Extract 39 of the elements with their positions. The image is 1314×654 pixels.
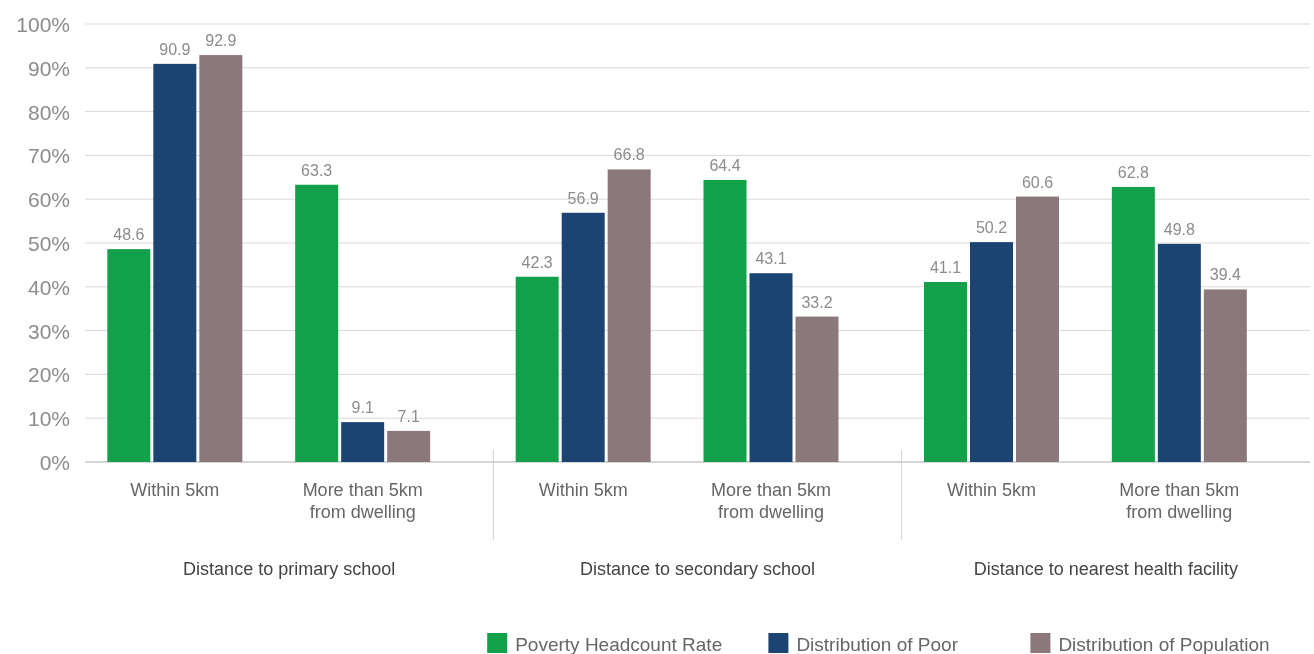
x-tick-label: More than 5km from dwelling [1119,480,1240,522]
data-label: 9.1 [351,399,374,417]
y-tick-label: 90% [27,56,70,80]
data-label: 90.9 [159,40,191,58]
data-label: 50.2 [975,219,1008,237]
legend-label: Distribution of Poor [796,634,959,654]
data-label: 48.6 [113,226,145,244]
x-tick-label: More than 5km from dwelling [710,480,832,522]
data-label: 41.1 [929,258,962,276]
data-label: 62.8 [1117,163,1150,181]
y-tick-label: 50% [27,232,70,255]
data-label: 33.2 [801,293,833,311]
text: Distance to nearest health facility [973,559,1238,579]
x-tick-label: Within 5km [538,480,628,500]
data-label: 7.1 [397,407,420,425]
y-tick-label: 100% [16,13,70,36]
data-label: 49.8 [1163,220,1196,238]
data-label: 42.3 [521,253,553,271]
data-label: 66.8 [613,146,645,164]
data-label: 60.6 [1021,173,1054,191]
y-tick-label: 10% [27,407,70,431]
y-tick-label: 20% [27,363,70,387]
y-tick-label: 70% [27,144,70,168]
text: Distance to primary school [183,559,396,579]
data-label: 39.4 [1209,266,1242,284]
y-tick-label: 60% [27,188,70,212]
data-label: 64.4 [709,156,741,174]
text: Distance to secondary school [579,559,816,579]
y-tick-label: 0% [39,451,70,474]
y-tick-label: 30% [27,319,70,343]
x-tick-label: More than 5km from dwelling [302,480,423,522]
data-label: 63.3 [301,161,333,179]
data-label: 43.1 [755,250,787,268]
x-tick-label: Within 5km [946,480,1037,500]
y-tick-label: 40% [27,275,70,299]
x-tick-label: Within 5km [130,480,220,500]
data-label: 92.9 [205,32,237,50]
y-tick-label: 80% [27,100,70,124]
data-label: 56.9 [567,189,599,207]
